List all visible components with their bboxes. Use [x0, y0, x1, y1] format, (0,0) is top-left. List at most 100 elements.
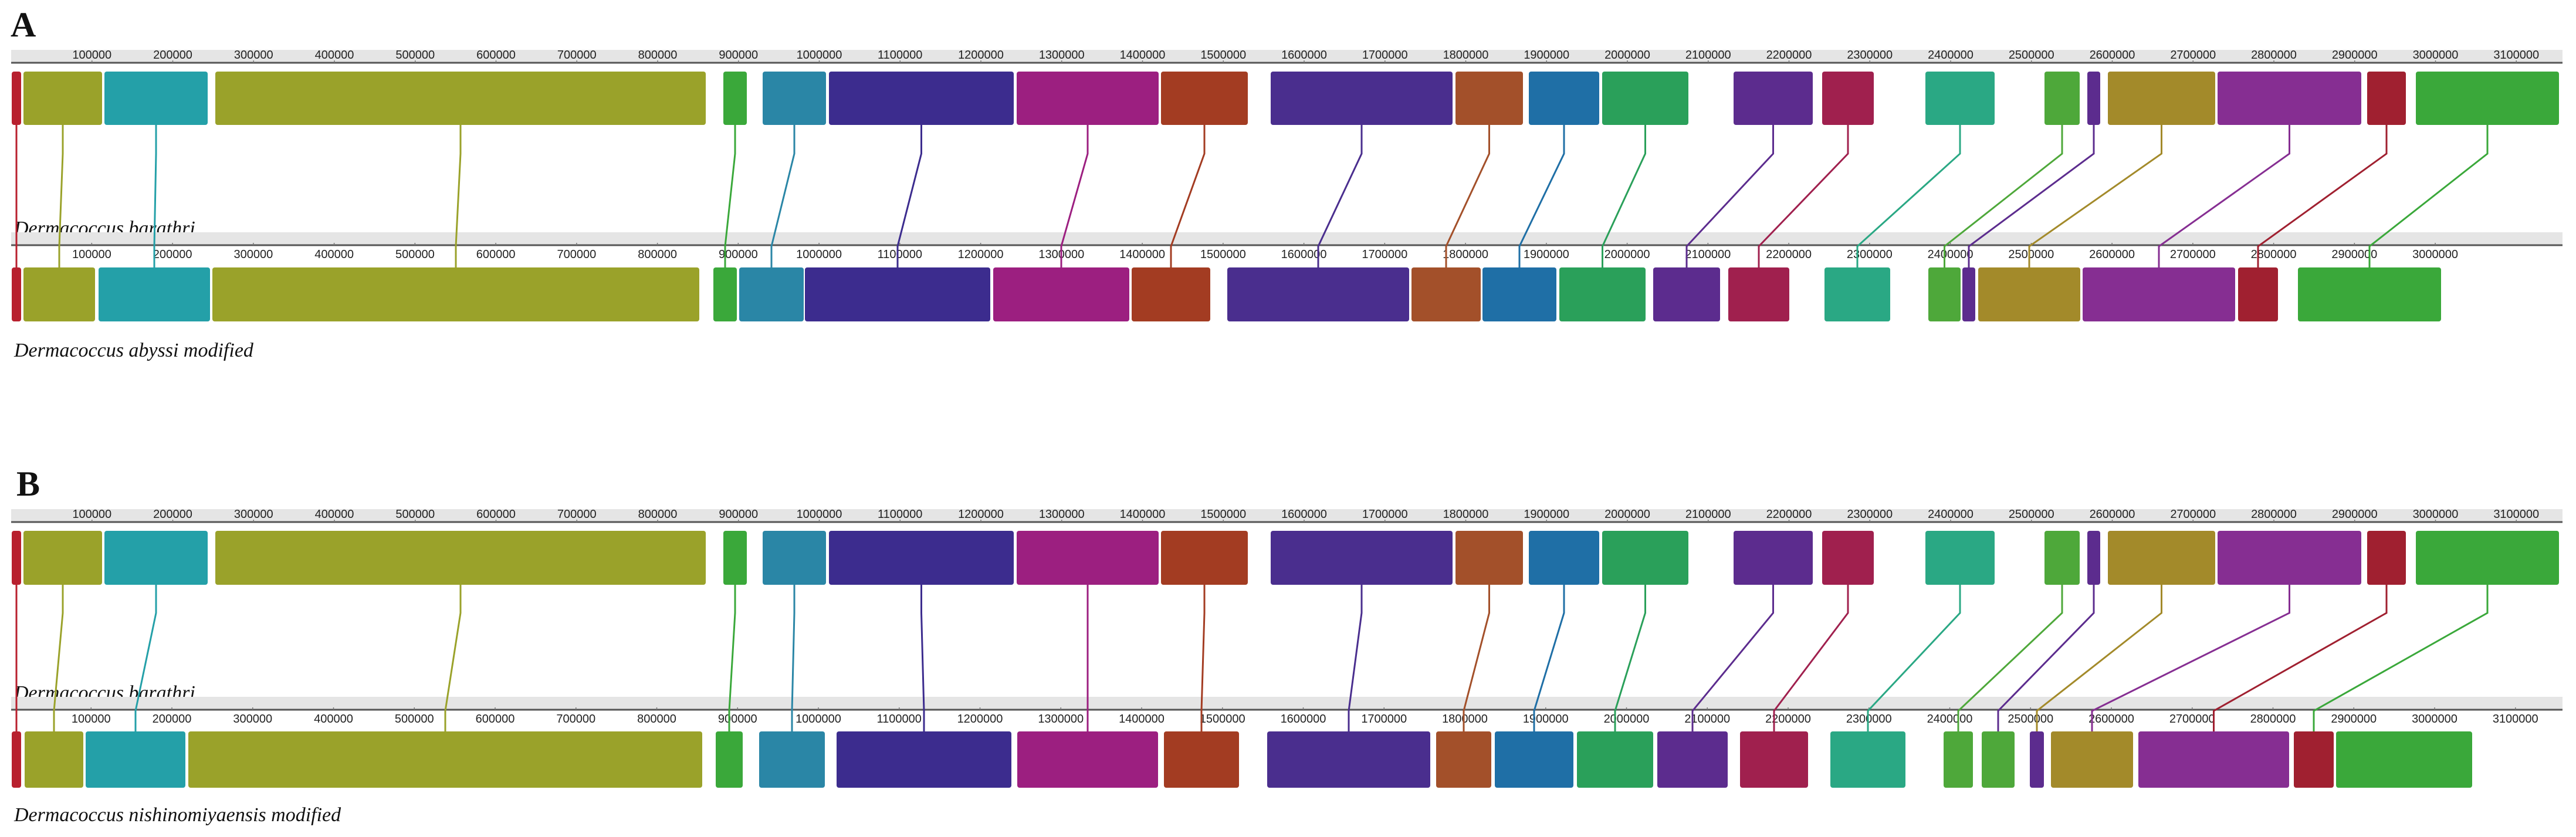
tick-label: 2100000 — [1685, 508, 1731, 521]
lcb-block — [763, 72, 826, 125]
lcb-block — [23, 72, 102, 125]
tick-label: 2900000 — [2332, 49, 2378, 62]
tick-label: 3000000 — [2413, 508, 2459, 521]
lcb-block — [1824, 267, 1890, 321]
lcb-block — [1529, 531, 1599, 585]
lcb-block — [12, 267, 21, 321]
lcb-block — [1132, 267, 1210, 321]
synteny-connection-lines — [15, 585, 2489, 731]
synteny-line — [153, 125, 157, 267]
tick-label: 1100000 — [877, 713, 922, 726]
tick-label: 1900000 — [1524, 49, 1569, 62]
synteny-line — [920, 585, 925, 731]
synteny-line — [1170, 125, 1206, 267]
synteny-line — [1602, 125, 1646, 267]
tick-label: 2600000 — [2090, 508, 2135, 521]
tick-label: 900000 — [719, 248, 758, 261]
reference-lcb-track — [12, 72, 2559, 125]
lcb-block — [2367, 531, 2406, 585]
tick-label: 100000 — [72, 508, 111, 521]
synteny-line — [2036, 585, 2162, 731]
lcb-block — [2044, 531, 2080, 585]
synteny-line — [1957, 585, 2063, 731]
lcb-block — [2087, 531, 2100, 585]
tick-label: 800000 — [637, 713, 676, 726]
lcb-block — [1529, 72, 1599, 125]
lcb-block — [188, 731, 702, 788]
lcb-block — [1161, 531, 1248, 585]
lcb-block — [723, 531, 747, 585]
tick-label: 500000 — [395, 49, 435, 62]
tick-label: 2600000 — [2089, 248, 2135, 261]
tick-label: 2200000 — [1766, 248, 1812, 261]
tick-label: 500000 — [395, 713, 434, 726]
tick-label: 3100000 — [2493, 508, 2539, 521]
tick-label: 2500000 — [2009, 49, 2054, 62]
lcb-block — [723, 72, 747, 125]
tick-label: 1600000 — [1281, 248, 1327, 261]
synteny-line — [1773, 585, 1849, 731]
tick-label: 1900000 — [1524, 248, 1569, 261]
query-lcb-track — [12, 731, 2472, 788]
lcb-block — [1267, 731, 1430, 788]
tick-label: 2000000 — [1605, 248, 1650, 261]
lcb-block — [25, 731, 83, 788]
tick-label: 900000 — [719, 508, 758, 521]
tick-label: 2200000 — [1766, 49, 1812, 62]
lcb-block — [104, 72, 208, 125]
synteny-line — [1533, 585, 1565, 731]
reference-axis-ticks: 100000 200000 300000 400000 500000 600000 7000… — [11, 49, 2563, 64]
tick-label: 2800000 — [2251, 248, 2297, 261]
lcb-block — [2087, 72, 2100, 125]
lcb-block — [1602, 531, 1688, 585]
lcb-block — [1455, 531, 1523, 585]
tick-label: 2100000 — [1684, 713, 1730, 726]
synteny-line — [1348, 585, 1363, 731]
lcb-block — [829, 72, 1014, 125]
tick-label: 1500000 — [1200, 49, 1246, 62]
lcb-block — [2416, 531, 2559, 585]
tick-label: 2700000 — [2170, 49, 2216, 62]
tick-label: 2500000 — [2009, 508, 2054, 521]
tick-label: 1100000 — [878, 49, 922, 62]
lcb-block — [1928, 267, 1961, 321]
tick-label: 600000 — [476, 49, 516, 62]
lcb-block — [2030, 731, 2044, 788]
synteny-line — [2158, 125, 2290, 267]
lcb-block — [1164, 731, 1239, 788]
reference-axis-ticks: 100000 200000 300000 400000 500000 600000 7000… — [11, 508, 2563, 523]
tick-label: 100000 — [72, 713, 111, 726]
tick-label: 2100000 — [1685, 248, 1731, 261]
tick-label: 1000000 — [796, 248, 842, 261]
tick-label: 300000 — [234, 49, 273, 62]
tick-label: 2800000 — [2251, 508, 2297, 521]
tick-label: 1800000 — [1443, 248, 1488, 261]
lcb-block — [12, 72, 21, 125]
tick-label: 200000 — [153, 248, 192, 261]
tick-label: 400000 — [315, 49, 354, 62]
tick-label: 900000 — [719, 49, 758, 62]
synteny-line — [1968, 125, 2095, 267]
tick-label: 500000 — [395, 508, 435, 521]
panel-b: B 100000 200000 300000 400000 500000 600000 70… — [11, 465, 2563, 826]
lcb-block — [12, 531, 21, 585]
synteny-line — [2028, 125, 2162, 267]
tick-label: 2300000 — [1847, 248, 1893, 261]
tick-label: 1400000 — [1120, 49, 1166, 62]
tick-label: 1200000 — [958, 508, 1004, 521]
lcb-block — [86, 731, 185, 788]
query-genome-name: Dermacoccus nishinomiyaensis modified — [13, 804, 341, 826]
synteny-line — [1445, 125, 1490, 267]
lcb-block — [1227, 267, 1409, 321]
panel-letter-b: B — [16, 465, 40, 503]
synteny-line — [1518, 125, 1565, 267]
tick-label: 400000 — [315, 508, 354, 521]
tick-label: 2600000 — [2088, 713, 2134, 726]
lcb-block — [2218, 72, 2361, 125]
lcb-block — [1455, 72, 1523, 125]
tick-label: 2200000 — [1765, 713, 1811, 726]
tick-label: 1600000 — [1281, 508, 1327, 521]
tick-label: 3000000 — [2413, 49, 2459, 62]
tick-label: 1300000 — [1039, 49, 1085, 62]
